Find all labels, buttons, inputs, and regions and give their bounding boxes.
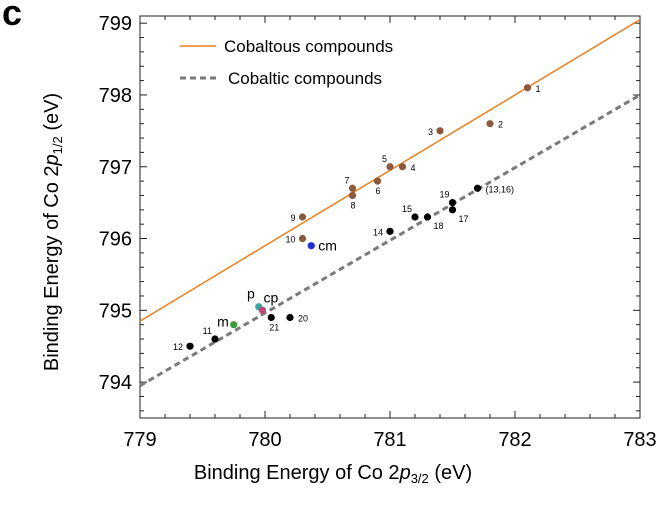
data-point (411, 213, 419, 221)
y-tick-label: 797 (99, 157, 132, 179)
y-tick-label: 798 (99, 85, 132, 107)
point-label: 7 (344, 175, 349, 185)
point-label: 10 (285, 235, 295, 245)
data-point (373, 177, 382, 185)
data-point (298, 234, 307, 243)
data-point (448, 199, 457, 207)
data-point (398, 163, 407, 171)
legend-label: Cobaltous compounds (224, 37, 393, 56)
point-label: 14 (373, 227, 383, 237)
point-label: m (217, 314, 229, 330)
data-point (473, 184, 482, 192)
data-point (298, 213, 307, 221)
plot-border (139, 15, 641, 419)
data-point (258, 306, 267, 314)
data-point (386, 227, 394, 235)
point-label: 11 (203, 326, 212, 336)
data-point (523, 84, 532, 92)
fit-lines (139, 18, 641, 387)
x-tick-label: 779 (123, 429, 156, 451)
point-label: 4 (411, 163, 416, 173)
data-point (348, 184, 357, 192)
point-label: 2 (498, 120, 503, 130)
point-label: 8 (351, 200, 356, 210)
data-point (448, 206, 457, 214)
data-point (186, 342, 194, 350)
y-tick-label: 796 (99, 229, 132, 251)
point-label: (13,16) (486, 184, 515, 194)
data-point (348, 191, 357, 200)
data-point (436, 127, 444, 135)
legend: Cobaltous compounds Cobaltic compounds (180, 37, 393, 88)
point-label: p (247, 286, 255, 302)
panel-label: c (2, 0, 23, 33)
point-label: 6 (376, 186, 381, 196)
point-label: 21 (269, 323, 279, 333)
point-label: 3 (428, 127, 433, 137)
data-point (267, 313, 275, 322)
x-tick-label: 780 (248, 429, 281, 451)
data-point (423, 213, 432, 221)
point-label: 9 (290, 213, 295, 223)
legend-label: Cobaltic compounds (228, 69, 382, 88)
data-point (211, 335, 219, 343)
x-axis-title: Binding Energy of Co 2p3/2 (eV) (193, 462, 473, 486)
y-tick-label: 794 (99, 372, 132, 394)
point-label: 15 (402, 204, 412, 214)
point-label: cp (264, 289, 279, 305)
point-label: 1 (536, 84, 541, 94)
data-point (486, 120, 494, 128)
point-label: 20 (298, 314, 308, 324)
point-label: 18 (434, 221, 444, 231)
point-label: 17 (459, 214, 469, 224)
data-point (286, 313, 294, 322)
x-tick-label: 781 (373, 429, 406, 451)
data-point (230, 321, 238, 329)
data-point (386, 163, 394, 171)
point-label: cm (318, 238, 337, 254)
cobaltic-line (139, 93, 641, 387)
x-tick-label: 782 (498, 429, 531, 451)
y-tick-label: 799 (99, 13, 132, 35)
plot-frame (139, 15, 641, 419)
point-label: 5 (382, 154, 387, 164)
point-label: 19 (439, 190, 449, 200)
data-point (307, 242, 315, 250)
y-axis-title: Binding Energy of Co 2p1/2 (eV) (41, 92, 65, 372)
y-tick-label: 795 (99, 300, 132, 322)
x-tick-label: 783 (623, 429, 656, 451)
point-label: 12 (173, 342, 183, 352)
